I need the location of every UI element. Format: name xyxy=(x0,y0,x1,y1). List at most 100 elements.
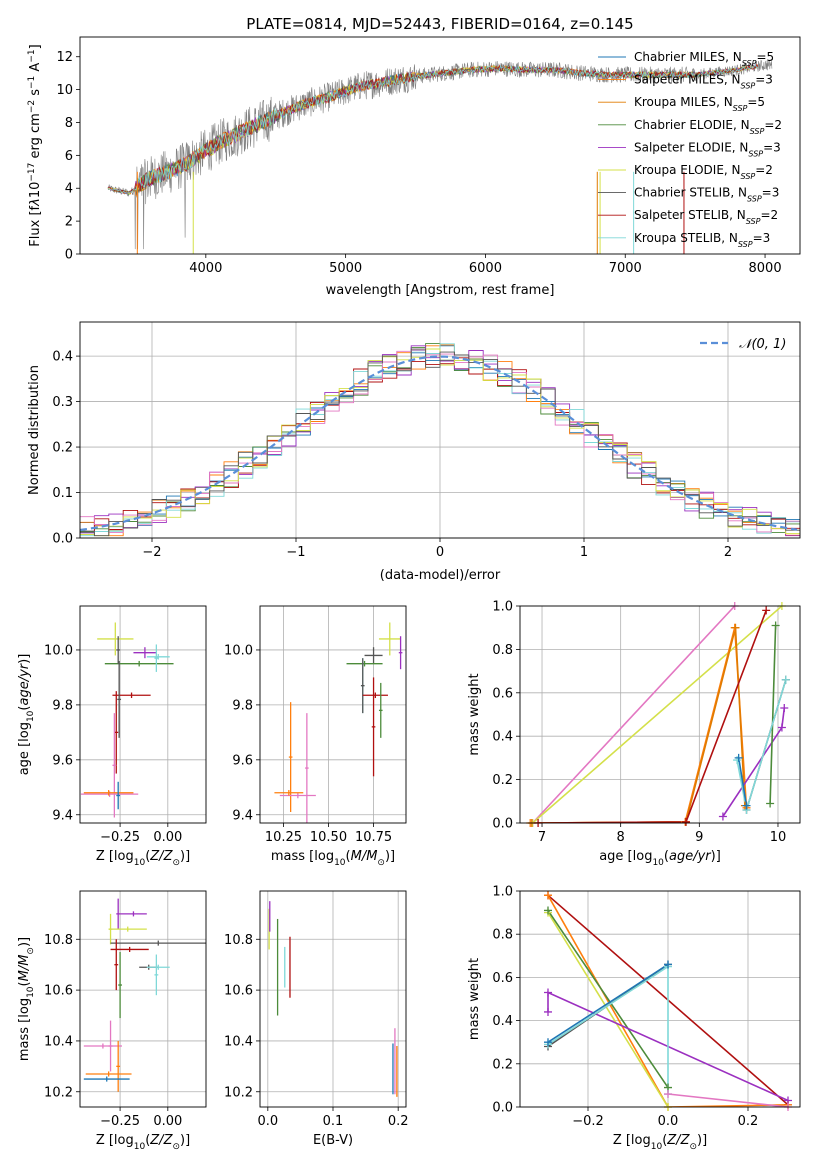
legend-model: Chabrier MILES xyxy=(634,50,725,64)
legend-label: 𝒩(0, 1) xyxy=(739,337,786,352)
legend-nssp: =2 xyxy=(755,163,773,177)
legend-model: Salpeter STELIB xyxy=(634,208,729,222)
x-axis-label: mass [log10(M/M⊙)] xyxy=(271,849,395,868)
legend-sub: SSP xyxy=(747,194,762,203)
weight-marker xyxy=(734,753,743,762)
x-tick-label: 0.00 xyxy=(153,830,182,845)
legend-label: Chabrier STELIB, NSSP=3 xyxy=(634,186,779,204)
legend-nssp: =3 xyxy=(763,140,781,154)
x-tick-label: 10.50 xyxy=(310,830,347,845)
legend-sub: SSP xyxy=(748,149,763,158)
legend-model: Chabrier STELIB xyxy=(634,186,730,200)
legend-nssp-prefix: , N xyxy=(732,140,749,154)
axes-frame xyxy=(259,890,407,1108)
legend-label: Salpeter MILES, NSSP=3 xyxy=(634,73,773,91)
y-tick-label: 10 xyxy=(56,83,73,98)
panel-4: 10.25 10.50 10.75 9.4 9.6 9.8 10.0 mass [log10(… xyxy=(224,605,407,868)
weight-marker xyxy=(544,1038,552,1047)
legend-label: Chabrier MILES, NSSP=5 xyxy=(634,50,774,68)
y-axis-label: mass weight xyxy=(467,673,482,755)
legend-nssp: =2 xyxy=(760,208,778,222)
legend-label: Salpeter ELODIE, NSSP=3 xyxy=(634,140,781,158)
axes-frame xyxy=(79,890,207,1108)
weight-marker xyxy=(718,812,727,821)
weight-marker xyxy=(766,799,775,808)
weight-line xyxy=(667,1093,789,1107)
x-tick-label: 4000 xyxy=(189,261,222,276)
x-tick-label: 0.2 xyxy=(388,1114,409,1129)
y-tick-label: 0.2 xyxy=(52,441,73,456)
weight-line xyxy=(547,909,669,1089)
legend-model: Kroupa STELIB xyxy=(634,231,721,245)
weight-line xyxy=(769,625,777,804)
x-tick-label: 5000 xyxy=(329,261,362,276)
y-tick-label: 9.8 xyxy=(232,698,253,713)
y-tick-label: 0.0 xyxy=(52,532,73,547)
x-tick-label: 7000 xyxy=(609,261,642,276)
legend-nssp: =3 xyxy=(755,73,773,87)
x-tick-label: 0.00 xyxy=(153,1114,182,1129)
y-tick-label: 10.0 xyxy=(224,643,253,658)
y-tick-label: 10.4 xyxy=(224,1034,253,1049)
weight-marker xyxy=(781,675,790,684)
y-axis-label: mass [log10(M/M⊙)] xyxy=(17,937,36,1061)
y-tick-label: 9.4 xyxy=(232,808,253,823)
chart-title: PLATE=0814, MJD=52443, FIBERID=0164, z=0… xyxy=(246,15,633,33)
axes-frame xyxy=(259,605,407,824)
legend-nssp-prefix: , N xyxy=(729,208,746,222)
y-tick-label: 10.2 xyxy=(224,1085,253,1100)
plot-area xyxy=(83,898,206,1092)
axes-frame xyxy=(79,36,801,255)
y-tick-label: 6 xyxy=(65,149,73,164)
y-tick-label: 9.6 xyxy=(232,753,253,768)
y-tick-label: 0.0 xyxy=(492,817,513,832)
weight-marker xyxy=(664,960,672,969)
panel-8: −0.2 0.0 0.2 0.0 0.2 0.4 0.6 0.8 1.0 Z [log10(Z/Z… xyxy=(467,885,801,1152)
legend-nssp-prefix: , N xyxy=(725,50,742,64)
model-spectrum-line xyxy=(107,64,758,194)
panel-5: 7 8 9 10 0.0 0.2 0.4 0.6 0.8 1.0 age [log10(age/yr… xyxy=(467,600,801,868)
weight-marker xyxy=(780,703,789,712)
x-tick-label: 6000 xyxy=(469,261,502,276)
weight-marker xyxy=(544,906,552,915)
normal-curve xyxy=(80,355,798,532)
legend-model: Kroupa MILES xyxy=(634,95,716,109)
y-tick-label: 10.8 xyxy=(224,933,253,948)
legend-sub: SSP xyxy=(738,239,753,248)
legend-nssp: =3 xyxy=(753,231,771,245)
legend-model: Chabrier ELODIE xyxy=(634,118,733,132)
plot-area xyxy=(274,622,403,823)
x-axis-label: Z [log10(Z/Z⊙)] xyxy=(96,849,190,868)
plot-area xyxy=(547,894,789,1107)
x-tick-label: 0.0 xyxy=(257,1114,278,1129)
y-tick-label: 1.0 xyxy=(492,885,513,900)
weight-marker xyxy=(544,988,552,997)
y-tick-label: 0 xyxy=(65,248,73,263)
legend-label: Kroupa ELODIE, NSSP=2 xyxy=(634,163,773,181)
y-tick-label: 12 xyxy=(56,50,73,65)
x-axis-label: Z [log10(Z/Z⊙)] xyxy=(96,1133,190,1152)
weight-marker xyxy=(777,723,786,732)
y-tick-label: 0.4 xyxy=(492,730,513,745)
y-axis-label: mass weight xyxy=(467,958,482,1040)
legend-label: Kroupa MILES, NSSP=5 xyxy=(634,95,765,113)
x-tick-label: 0.1 xyxy=(323,1114,344,1129)
panel-2: −2 −1 0 1 2 0.0 0.1 0.2 0.3 0.4 𝒩(0, 1) (data-model… xyxy=(27,321,801,583)
plot-area xyxy=(107,59,773,254)
y-tick-label: 2 xyxy=(65,215,73,230)
weight-marker xyxy=(664,1090,672,1099)
axes-frame xyxy=(79,605,207,824)
y-tick-label: 10.4 xyxy=(44,1034,73,1049)
x-tick-label: 9 xyxy=(695,830,703,845)
panel-6: −0.25 0.00 10.2 10.4 10.6 10.8 Z [log10(Z/Z⊙)]… xyxy=(17,890,207,1152)
legend-nssp-prefix: , N xyxy=(721,231,738,245)
legend-sub: SSP xyxy=(741,81,756,90)
y-tick-label: 10.8 xyxy=(44,933,73,948)
x-tick-label: −1 xyxy=(286,545,305,560)
panel-1: 4000 5000 6000 7000 8000 0 2 4 6 8 10 12 Chabrier MI… xyxy=(27,15,801,298)
weight-marker xyxy=(771,621,780,630)
weight-marker xyxy=(544,1007,552,1016)
plot-area xyxy=(530,606,787,823)
x-tick-label: 10.75 xyxy=(355,830,392,845)
